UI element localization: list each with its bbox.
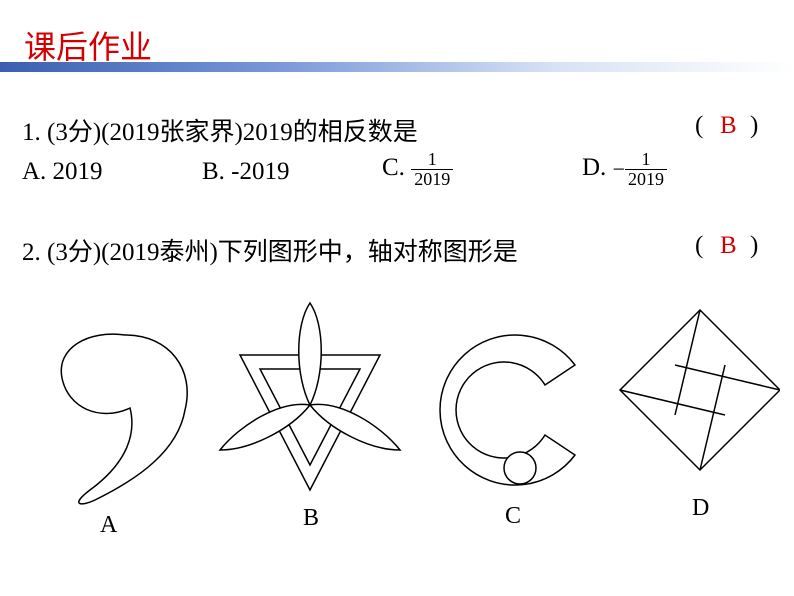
frac-d-den: 2019	[625, 170, 667, 189]
q1-option-a: A. 2019	[22, 158, 103, 186]
figure-label-a: A	[100, 512, 117, 539]
frac-c-num: 1	[411, 150, 453, 170]
question-2-text: 2. (3分)(2019泰州)下列图形中，轴对称图形是	[22, 232, 772, 268]
figure-b	[220, 303, 400, 490]
q2-paren-left: (	[695, 232, 703, 260]
header-gradient	[0, 62, 794, 72]
q1-option-c-label: C.	[382, 154, 411, 181]
frac-d-num: 1	[625, 150, 667, 170]
frac-c-den: 2019	[411, 170, 453, 189]
figure-c	[440, 335, 575, 485]
q1-option-d-label: D.	[582, 154, 613, 181]
q1-option-b: B. -2019	[202, 158, 290, 186]
q2-paren-right: )	[750, 232, 758, 260]
figure-a	[61, 334, 187, 504]
q2-answer: B	[720, 232, 737, 260]
q1-option-c: C. 12019	[382, 150, 453, 189]
figure-label-b: B	[303, 505, 319, 532]
question-1-text: 1. (3分)(2019张家界)2019的相反数是	[22, 112, 772, 148]
fraction-c: 12019	[411, 150, 453, 189]
q1-option-d: D. −12019	[582, 150, 667, 189]
figure-label-c: C	[505, 503, 521, 530]
figures-svg	[20, 290, 780, 550]
q1-paren-right: )	[750, 112, 758, 140]
figure-d	[620, 310, 780, 470]
figure-label-d: D	[692, 495, 709, 522]
q1-paren-left: (	[695, 112, 703, 140]
q1-answer: B	[720, 112, 737, 140]
minus-sign: −	[613, 156, 625, 181]
fraction-d: 12019	[625, 150, 667, 189]
figures-container: A B C D	[20, 290, 780, 550]
